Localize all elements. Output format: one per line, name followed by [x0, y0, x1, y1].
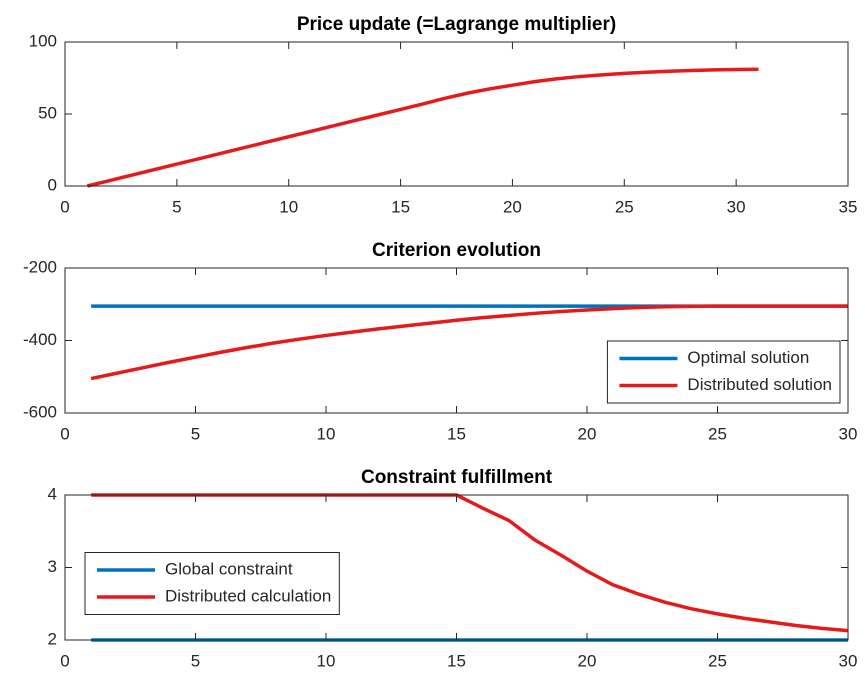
x-tick-label: 0 [60, 651, 69, 670]
x-tick-label: 25 [615, 197, 634, 216]
x-tick-label: 30 [839, 651, 858, 670]
x-tick-label: 25 [708, 651, 727, 670]
y-tick-label: 4 [48, 484, 57, 503]
x-tick-label: 15 [447, 651, 466, 670]
legend-label: Global constraint [165, 559, 293, 578]
x-tick-label: 5 [191, 651, 200, 670]
series-line [86, 67, 759, 188]
axes-background [65, 42, 848, 186]
chart-title: Constraint fulfillment [361, 467, 553, 488]
chart-title: Price update (=Lagrange multiplier) [297, 14, 616, 35]
x-tick-label: 15 [391, 197, 410, 216]
x-tick-label: 5 [191, 424, 200, 443]
x-tick-label: 10 [317, 424, 336, 443]
x-tick-label: 5 [172, 197, 181, 216]
legend-box [606, 340, 841, 404]
legend-label: Distributed solution [687, 375, 832, 394]
y-tick-label: 50 [38, 103, 57, 122]
y-tick-label: -400 [23, 330, 57, 349]
series-line [90, 304, 848, 381]
legend-label: Distributed calculation [165, 586, 331, 605]
legend-label: Optimal solution [687, 348, 809, 367]
x-tick-label: 0 [60, 424, 69, 443]
x-tick-label: 0 [60, 197, 69, 216]
chart-title: Criterion evolution [372, 240, 541, 261]
x-tick-label: 10 [317, 651, 336, 670]
y-tick-label: -200 [23, 257, 57, 276]
y-tick-label: -600 [23, 402, 57, 421]
x-tick-label: 20 [503, 197, 522, 216]
x-tick-label: 35 [839, 197, 858, 216]
x-tick-label: 10 [279, 197, 298, 216]
y-tick-label: 0 [48, 175, 57, 194]
y-tick-label: 100 [29, 31, 57, 50]
y-tick-label: 2 [48, 629, 57, 648]
x-tick-label: 20 [578, 424, 597, 443]
x-tick-label: 30 [727, 197, 746, 216]
x-tick-label: 25 [708, 424, 727, 443]
x-tick-label: 30 [839, 424, 858, 443]
x-tick-label: 15 [447, 424, 466, 443]
y-tick-label: 3 [48, 557, 57, 576]
legend-box [84, 552, 340, 615]
x-tick-label: 20 [578, 651, 597, 670]
